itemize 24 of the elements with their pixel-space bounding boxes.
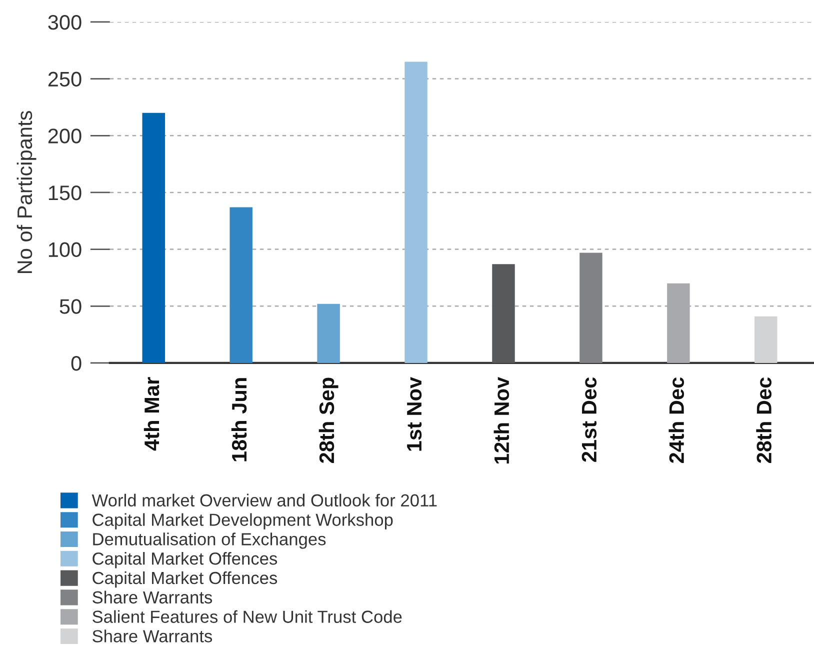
y-axis-title: No of Participants — [16, 111, 36, 273]
legend-label: Capital Market Development Workshop — [92, 513, 393, 530]
y-tick-label: 100 — [48, 242, 82, 258]
legend-label: World market Overview and Outlook for 2011 — [92, 494, 437, 507]
x-tick-label: 4th Mar — [144, 377, 160, 451]
x-tick-label: 24th Dec — [668, 377, 684, 463]
legend-label: Share Warrants — [92, 630, 212, 642]
y-tick-label: 50 — [60, 299, 82, 314]
y-tick-label: 200 — [48, 128, 82, 144]
x-tick-label: 18th Jun — [231, 378, 247, 462]
y-tick-label: 300 — [48, 14, 82, 30]
x-tick-label: 28th Dec — [756, 377, 772, 463]
y-tick-label: 250 — [48, 72, 82, 87]
legend-label: Capital Market Offences — [92, 571, 278, 588]
x-tick-label: 12th Nov — [494, 376, 510, 464]
legend-label: Share Warrants — [92, 590, 212, 604]
y-tick-label: 150 — [48, 185, 82, 200]
x-tick-label: 21st Dec — [582, 377, 597, 462]
legend-label: Capital Market Offences — [92, 552, 278, 568]
x-tick-label: 28th Sep — [318, 378, 338, 463]
legend-label: Demutualisation of Exchanges — [93, 532, 326, 549]
y-tick-label: 0 — [71, 356, 82, 371]
legend-label: Salient Features of New Unit Trust Code — [92, 610, 402, 623]
x-tick-label: 1st Nov — [407, 376, 422, 451]
